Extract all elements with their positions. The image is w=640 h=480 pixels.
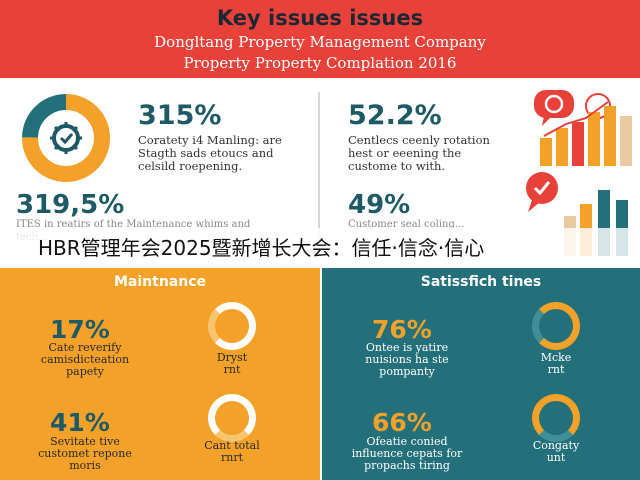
checkmark-bubble-icon bbox=[526, 172, 558, 212]
maintenance-value-2: 41% bbox=[50, 408, 110, 437]
satisfaction-ring-2 bbox=[532, 394, 580, 442]
maintenance-title: Maintnance bbox=[113, 274, 206, 290]
page-subtitle: Dongltang Property Management Company bbox=[154, 33, 486, 51]
satisfaction-text-1: Ontee is yatire nuisions ha ste pompanty bbox=[365, 341, 449, 378]
stat-value-1: 315% bbox=[138, 100, 222, 131]
maintenance-ring-label-2: Cant total rnrt bbox=[204, 439, 260, 464]
page-subtitle-2: Property Property Complation 2016 bbox=[183, 54, 457, 72]
header-banner: Key issues issues Dongltang Property Man… bbox=[0, 0, 640, 78]
satisfaction-ring-1 bbox=[532, 302, 580, 350]
gear-donut-icon bbox=[22, 94, 110, 182]
maintenance-text-1: Cate reverify camisdicteation papety bbox=[40, 341, 130, 378]
satisfaction-title: Satissfich tines bbox=[420, 274, 542, 290]
stat-text-2: Centlecs ceenly rotation hest or eeening… bbox=[348, 133, 490, 173]
satisfaction-value-1: 76% bbox=[372, 315, 432, 344]
maintenance-panel bbox=[0, 268, 320, 480]
page-title: Key issues issues bbox=[216, 6, 424, 30]
maintenance-ring-2 bbox=[208, 394, 256, 442]
stat-value-3: 319,5% bbox=[16, 190, 125, 220]
stat-text-4: Customer seal coling... bbox=[348, 219, 465, 230]
satisfaction-text-2: Ofeatie conied influence cepats for prop… bbox=[351, 435, 463, 472]
chat-chart-icon bbox=[534, 90, 632, 166]
column-divider bbox=[318, 92, 320, 242]
overlay-banner bbox=[0, 228, 640, 268]
stat-value-4: 49% bbox=[348, 190, 411, 220]
stat-value-2: 52.2% bbox=[348, 100, 442, 131]
satisfaction-value-2: 66% bbox=[372, 408, 432, 437]
maintenance-value-1: 17% bbox=[50, 315, 110, 344]
maintenance-text-2: Sevitate tive customet repone moris bbox=[38, 435, 132, 472]
overlay-caption: HBR管理年会2025暨新增长大会：信任·信念·信心 bbox=[38, 236, 485, 260]
maintenance-ring-label-1: Dryst rnt bbox=[216, 351, 248, 376]
stat-text-1: Coratety i4 Manling: are Stagth sads eto… bbox=[138, 133, 282, 173]
satisfaction-ring-label-2: Congaty unt bbox=[532, 439, 580, 464]
satisfaction-panel bbox=[322, 268, 640, 480]
satisfaction-ring-label-1: Mcke rnt bbox=[540, 351, 572, 376]
maintenance-ring-1 bbox=[208, 302, 256, 350]
